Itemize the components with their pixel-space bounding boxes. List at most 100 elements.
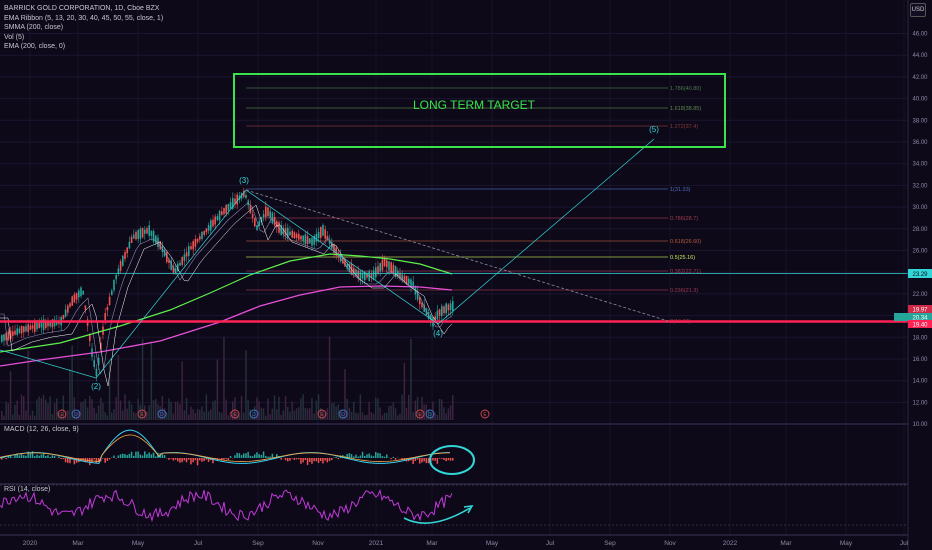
candle-body xyxy=(258,221,260,227)
macd-histogram-bar xyxy=(359,455,362,458)
volume-bar xyxy=(45,399,47,420)
candle-body xyxy=(234,198,236,205)
macd-histogram-bar xyxy=(320,458,322,462)
macd-histogram-bar xyxy=(75,458,78,463)
candle-body xyxy=(236,194,238,205)
volume-bar xyxy=(379,407,381,420)
candle-body xyxy=(331,241,333,249)
candle-body xyxy=(445,303,447,314)
volume-bar xyxy=(225,399,227,420)
candle-body xyxy=(199,236,201,240)
macd-histogram-bar xyxy=(45,456,47,458)
macd-histogram-bar xyxy=(370,455,373,458)
volume-bar xyxy=(447,408,450,420)
volume-bar xyxy=(201,406,203,420)
volume-bar xyxy=(320,407,322,420)
macd-histogram-bar xyxy=(67,458,69,463)
candle-body xyxy=(271,212,274,224)
candle-body xyxy=(62,315,65,320)
macd-histogram-bar xyxy=(51,455,54,458)
macd-histogram-bar xyxy=(438,458,441,459)
volume-bar xyxy=(78,410,80,420)
volume-bar xyxy=(430,412,432,420)
candle-body xyxy=(192,241,194,250)
candle-body xyxy=(137,230,139,240)
event-marker xyxy=(71,409,81,419)
macd-histogram-bar xyxy=(361,451,364,458)
volume-bar xyxy=(366,414,368,420)
candle-body xyxy=(148,225,150,236)
macd-histogram-bar xyxy=(93,458,95,460)
candle-body xyxy=(71,296,73,306)
macd-histogram-bar xyxy=(201,458,203,462)
candle-body xyxy=(124,252,126,259)
target-box[interactable] xyxy=(233,73,726,148)
macd-histogram-bar xyxy=(313,458,315,462)
volume-bar xyxy=(89,396,91,420)
volume-bar xyxy=(287,406,289,420)
candle-body xyxy=(315,233,318,242)
macd-histogram-bar xyxy=(144,451,146,458)
legend-ema200[interactable]: EMA (200, close, 0) xyxy=(4,43,66,50)
volume-bar xyxy=(210,409,212,420)
currency-button[interactable]: USD xyxy=(910,3,926,17)
volume-bar xyxy=(194,413,197,420)
macd-highlight-circle xyxy=(429,445,475,475)
volume-bar xyxy=(216,359,219,420)
volume-bar xyxy=(443,407,445,420)
price-axis-label: 42.00 xyxy=(912,75,928,81)
volume-bar xyxy=(93,407,95,420)
candle-body xyxy=(309,238,311,244)
candle-body xyxy=(201,231,203,240)
candle-body xyxy=(223,207,225,215)
macd-histogram-bar xyxy=(183,458,186,461)
volume-bar xyxy=(108,361,111,420)
candle-body xyxy=(117,268,120,274)
macd-histogram-bar xyxy=(234,455,236,458)
macd-histogram-bar xyxy=(375,452,377,458)
volume-bar xyxy=(353,401,355,420)
volume-bar xyxy=(289,411,291,420)
macd-histogram-bar xyxy=(258,454,260,458)
candle-body xyxy=(128,241,131,249)
candle-body xyxy=(438,309,441,316)
legend-symbol[interactable]: BARRICK GOLD CORPORATION, 1D, Cboe BZX xyxy=(4,5,160,12)
candle-body xyxy=(170,260,172,271)
macd-histogram-bar xyxy=(25,455,27,458)
legend-smma[interactable]: SMMA (200, close) xyxy=(4,24,64,31)
legend-ema-ribbon[interactable]: EMA Ribbon (5, 13, 20, 30, 40, 45, 50, 5… xyxy=(4,14,164,22)
macd-histogram-bar xyxy=(194,458,197,461)
candle-body xyxy=(67,305,69,313)
candle-body xyxy=(47,321,49,327)
candle-body xyxy=(155,235,157,244)
candle-body xyxy=(166,252,168,263)
volume-bar xyxy=(23,396,25,420)
macd-histogram-bar xyxy=(245,453,247,458)
candle-body xyxy=(183,254,186,261)
macd-pane-label[interactable]: MACD (12, 26, close, 9) xyxy=(4,426,79,433)
volume-bar xyxy=(339,409,342,420)
macd-histogram-bar xyxy=(238,453,241,458)
volume-bar xyxy=(359,394,362,420)
macd-histogram-bar xyxy=(322,458,324,464)
volume-bar xyxy=(399,413,401,420)
volume-bar xyxy=(177,401,179,420)
candle-body xyxy=(311,237,313,246)
volume-bar xyxy=(159,405,161,420)
rsi-pane-label[interactable]: RSI (14, close) xyxy=(4,486,51,493)
volume-bar xyxy=(254,406,256,420)
macd-histogram-bar xyxy=(256,452,258,458)
volume-bar xyxy=(185,398,188,420)
volume-bar xyxy=(100,397,102,420)
grid-lines xyxy=(0,0,932,536)
candle-body xyxy=(45,320,47,328)
fib-level-label: 0.236(21.3) xyxy=(670,288,698,294)
candle-body xyxy=(174,268,177,274)
candle-body xyxy=(342,257,344,264)
event-marker-label: D xyxy=(428,412,432,418)
legend-vol[interactable]: Vol (5) xyxy=(4,33,25,41)
candle-body xyxy=(238,195,241,200)
candle-body xyxy=(251,213,254,218)
volume-bar xyxy=(313,413,315,420)
